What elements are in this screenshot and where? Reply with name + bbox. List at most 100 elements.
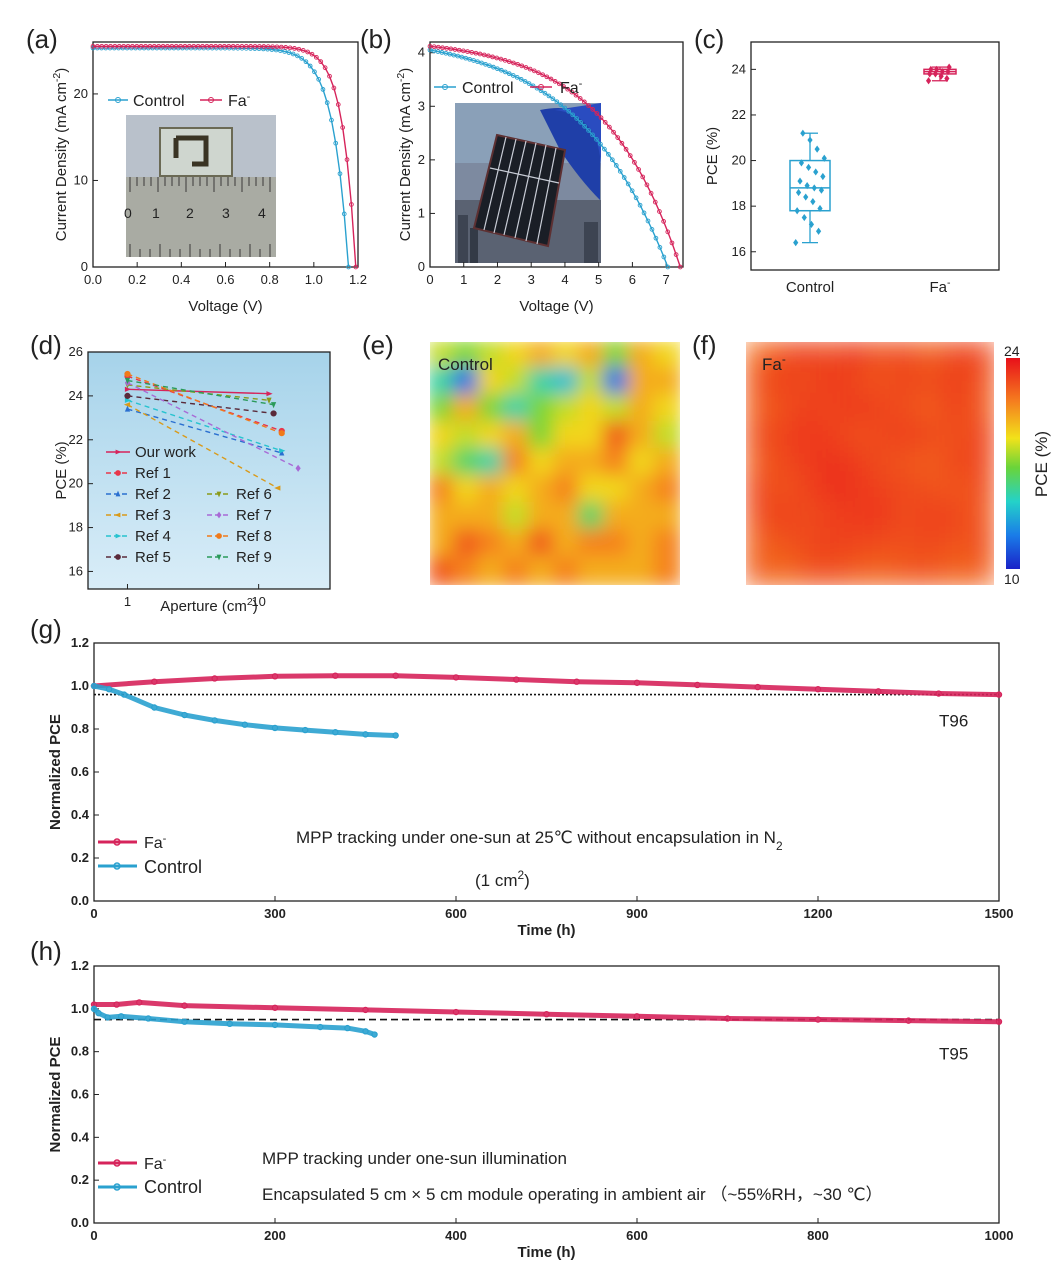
panel-h-annotation-2: Encapsulated 5 cm × 5 cm module operatin… [262, 1185, 883, 1204]
panel-f-cell [746, 342, 773, 371]
panel-a-point-Fa- [248, 44, 254, 49]
panel-b-point-Fa- [673, 252, 679, 257]
panel-f-cells-blur [746, 342, 994, 585]
panel-e-cell [528, 556, 557, 585]
panel-e-cell [603, 556, 632, 585]
panel-d-frame [87, 351, 331, 590]
panel-e-cell [578, 394, 607, 425]
panel-c-point-Control [793, 239, 799, 247]
panel-b-point-Control [558, 102, 564, 108]
panel-c-point-Fa- [925, 77, 932, 85]
panel-e-cell [653, 475, 680, 506]
panel-b-point-Control [518, 76, 524, 82]
panel-a-point-Fa- [130, 43, 135, 49]
panel-e-cell [603, 502, 632, 533]
svg-text:1: 1 [152, 205, 160, 221]
panel-b-point-Fa- [619, 140, 625, 146]
panel-a-point-Fa- [121, 43, 127, 49]
panel-c-category-label-part: - [947, 277, 951, 289]
panel-d-point-Ref 2 [124, 405, 131, 412]
panel-a-point-Control [269, 47, 275, 52]
panel-e-cell [503, 367, 532, 398]
panel-e-cell [603, 448, 632, 479]
panel-c-point-Fa- [932, 70, 939, 78]
panel-d-legend-text: Ref 7 [236, 507, 272, 524]
panel-b-point-Fa- [648, 190, 654, 196]
panel-e-cell [653, 448, 680, 479]
panel-a-point-Control [282, 49, 287, 54]
panel-d-line-Ref 6 [127, 384, 270, 401]
panel-e-cell [430, 448, 457, 479]
panel-d-xtick-label: 1 [124, 594, 131, 609]
panel-g-point-Control [362, 731, 369, 738]
panel-c-point-Control [810, 198, 816, 206]
panel-g-annotation-sub-part: 2 [518, 868, 525, 882]
panel-b-xtick-label: 2 [494, 272, 501, 287]
panel-f-cell [892, 421, 922, 452]
panel-b-series-line-Control [429, 49, 669, 268]
panel-g-legend-fa-text: Fa- [144, 833, 167, 852]
panel-a-point-Fa- [230, 43, 236, 49]
panel-a-legend-control-text: Control [133, 93, 185, 110]
panel-f-cell [843, 529, 872, 560]
panel-e-cell [528, 502, 557, 533]
panel-a-point-Fa- [314, 54, 319, 60]
panel-a-point-Fa- [160, 43, 166, 49]
panel-a-point-Fa- [208, 43, 214, 49]
panel-b-point-Fa- [473, 50, 479, 56]
panel-g-legend-control-text: Control [144, 857, 202, 877]
panel-e-cell [478, 421, 507, 452]
panel-c-ytick-label: 24 [732, 61, 746, 76]
panel-e-cell [553, 448, 582, 479]
panel-a-point-Fa- [239, 44, 245, 49]
panel-b-point-Fa- [552, 79, 558, 84]
panel-b-point-Fa- [657, 209, 662, 214]
panel-label-c: (c) [694, 24, 724, 54]
panel-b-point-Control [649, 227, 655, 232]
panel-d-legend-text: Ref 4 [135, 528, 171, 545]
panel-g-xlabel: Time (h) [517, 922, 575, 939]
panel-h-point-Control [95, 1009, 102, 1017]
panel-f-cell [818, 475, 848, 506]
panel-e-cell [478, 448, 507, 479]
panel-e-cell [653, 556, 680, 585]
panel-e-cell [503, 342, 532, 371]
panel-h-point-Fa- [814, 1016, 822, 1023]
panel-c-point-Fa- [928, 65, 934, 73]
panel-e-cell [430, 502, 457, 533]
panel-c-category-label: Fa- [929, 277, 951, 296]
panel-b-point-Fa- [536, 70, 541, 76]
panel-b-point-Fa- [573, 92, 579, 98]
panel-c-point-Control [817, 204, 823, 213]
panel-a-ylabel: Current Density (mA cm-2) [51, 68, 70, 242]
panel-b-point-Control [645, 218, 651, 224]
panel-c-point-Control [804, 182, 810, 190]
panel-f-cell [892, 502, 922, 533]
panel-f-cell [768, 448, 798, 479]
panel-f-label: Fa- [762, 352, 786, 374]
panel-b-point-Control [609, 157, 615, 163]
panel-h-xtick-label: 1000 [985, 1228, 1014, 1243]
panel-b-point-Fa- [498, 56, 504, 62]
panel-f-cell [843, 367, 872, 398]
panel-b-point-Fa- [515, 61, 520, 67]
panel-e-cell [528, 448, 557, 479]
panel-e-cell [430, 367, 457, 398]
panel-a-point-Fa- [344, 157, 350, 162]
panel-e-cell [528, 475, 557, 506]
panel-e-label: Control [438, 355, 493, 374]
panel-f-cell [843, 475, 872, 506]
panel-g-ytick-label: 0.4 [71, 807, 90, 822]
panel-d-point-Ref 3 [123, 402, 131, 408]
panel-a-point-Fa- [318, 59, 324, 65]
panel-b-point-Control [566, 108, 572, 114]
panel-e-cell [628, 502, 657, 533]
panel-g-ytick-label: 0.8 [71, 721, 89, 736]
panel-e-cell [478, 342, 507, 371]
panel-f-cell [843, 556, 872, 585]
panel-b-point-Control [467, 56, 472, 62]
panel-h-xtick-label: 600 [626, 1228, 648, 1243]
panel-h-xtick-label: 200 [264, 1228, 286, 1243]
panel-f-cell [942, 448, 972, 479]
